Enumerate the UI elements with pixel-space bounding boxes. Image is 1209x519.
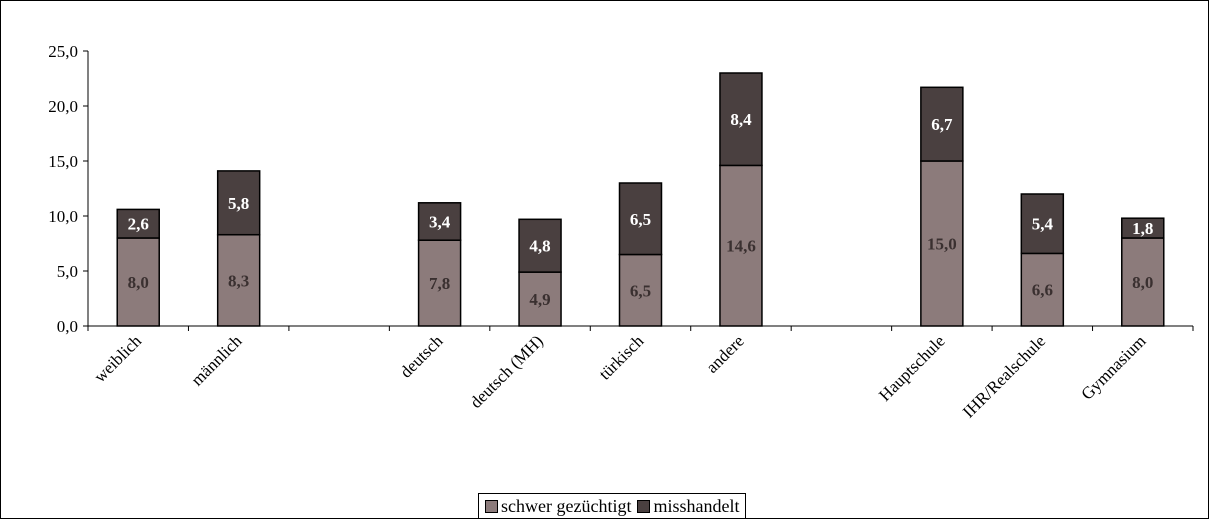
x-tick-label: weiblich [90,331,145,386]
data-label: 4,9 [529,290,550,309]
data-label: 5,4 [1032,215,1054,234]
bar-schwer-gezuechtigt [216,233,261,327]
data-label: 8,4 [730,110,752,129]
bar-schwer-gezuechtigt [116,237,160,327]
x-tick-label: deutsch (MH) [466,331,547,412]
bar-misshandelt [116,208,160,239]
legend-label-series-2: misshandelt [653,495,740,516]
bar-misshandelt [920,86,964,162]
bar-misshandelt [518,218,562,273]
data-label: 1,8 [1132,219,1153,238]
legend-swatch-series-1 [485,499,498,513]
y-tick-label: 5,0 [57,262,78,281]
data-label: 6,6 [1032,281,1053,300]
bar-misshandelt [216,170,261,236]
legend-swatch-series-2 [637,499,651,513]
data-label: 2,6 [128,215,149,234]
bar-misshandelt [618,182,663,256]
legend: schwer gezüchtigt misshandelt [478,493,747,518]
x-tick-label: Hauptschule [875,331,949,405]
data-label: 8,0 [1132,273,1153,292]
bar-misshandelt [1020,193,1065,255]
legend-item-series-1: schwer gezüchtigt [485,496,631,517]
legend-item-series-2: misshandelt [637,496,739,517]
data-label: 6,5 [630,281,651,300]
x-tick-label: IHR/Realschule [959,331,1049,421]
bar-schwer-gezuechtigt [618,253,663,327]
bar-misshandelt [719,72,763,167]
legend-label-series-1: schwer gezüchtigt [501,495,632,516]
bar-schwer-gezuechtigt [920,160,964,327]
x-tick-label: deutsch [396,331,447,382]
data-label: 7,8 [429,274,450,293]
data-label: 8,0 [128,273,149,292]
bar-schwer-gezuechtigt [1121,237,1165,327]
x-tick-label: männlich [187,331,246,390]
bar-misshandelt [1121,217,1165,239]
data-label: 8,3 [228,271,249,290]
y-tick-label: 0,0 [57,317,78,336]
x-tick-label: Gymnasium [1077,331,1149,403]
x-tick-label: andere [702,331,747,376]
data-label: 3,4 [429,213,451,232]
bar-misshandelt [417,202,462,241]
y-tick-label: 10,0 [48,207,78,226]
y-tick-label: 15,0 [48,152,78,171]
data-label: 5,8 [228,194,249,213]
bar-schwer-gezuechtigt [719,164,763,327]
y-tick-label: 20,0 [48,97,78,116]
data-label: 14,6 [726,237,756,256]
bar-schwer-gezuechtigt [417,239,462,327]
bar-schwer-gezuechtigt [1020,252,1065,327]
x-tick-label: türkisch [595,331,648,384]
data-label: 15,0 [927,235,957,254]
data-label: 6,5 [630,210,651,229]
y-tick-label: 25,0 [48,42,78,61]
bar-schwer-gezuechtigt [518,271,562,327]
data-label: 6,7 [931,115,953,134]
data-label: 4,8 [529,237,550,256]
